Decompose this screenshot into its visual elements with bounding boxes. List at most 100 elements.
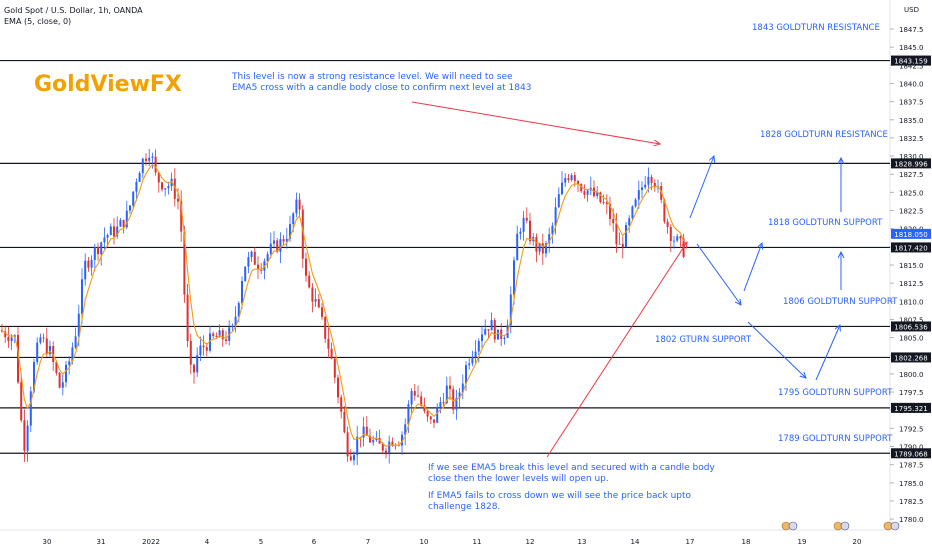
level-label-1843: 1843 GOLDTURN RESISTANCE xyxy=(752,23,880,33)
candle-body xyxy=(650,176,653,183)
candle-body xyxy=(164,188,167,190)
y-tick-label: 1830.0 xyxy=(899,153,924,161)
candle-body xyxy=(285,238,288,242)
y-tick-label: 1832.5 xyxy=(899,135,924,143)
candle-body xyxy=(65,364,67,383)
candle-body xyxy=(180,201,183,232)
candle-body xyxy=(266,254,269,262)
y-tick-label: 1835.0 xyxy=(899,117,924,125)
candle-body xyxy=(58,372,61,388)
candle-body xyxy=(330,348,333,359)
candle-body xyxy=(513,260,515,295)
candle-body xyxy=(554,207,557,226)
scenario-arrow xyxy=(689,156,714,219)
y-tick-label: 1800.0 xyxy=(899,371,924,379)
candle-body xyxy=(7,336,10,342)
candle-body xyxy=(663,199,666,222)
candle-body xyxy=(189,341,192,365)
candle-body xyxy=(599,192,602,203)
candle-body xyxy=(493,320,496,340)
ema-indicator-label[interactable]: EMA (5, close, 0) xyxy=(4,17,72,26)
x-tick-label: 31 xyxy=(97,538,106,546)
y-tick-label: 1785.0 xyxy=(899,480,924,488)
candle-body xyxy=(497,329,499,340)
x-tick-label: 7 xyxy=(366,538,370,546)
candle-body xyxy=(23,420,26,451)
candle-body xyxy=(17,334,19,383)
x-tick-label: 14 xyxy=(631,538,640,546)
event-flag-icon xyxy=(840,521,850,531)
candle-body xyxy=(340,397,343,412)
candle-body xyxy=(247,257,250,267)
candle-body xyxy=(205,347,208,351)
candle-body xyxy=(269,243,272,255)
brand-logo: GoldViewFX xyxy=(34,72,182,97)
candle-body xyxy=(36,342,39,363)
x-tick-label: 30 xyxy=(43,538,52,546)
candle-body xyxy=(519,231,522,234)
candle-body xyxy=(45,338,48,355)
candle-body xyxy=(445,385,448,404)
candle-body xyxy=(209,333,211,351)
candle-body xyxy=(52,345,55,363)
candle-body xyxy=(241,281,243,304)
y-tick-label: 1845.0 xyxy=(899,44,924,52)
candle-body xyxy=(669,226,672,241)
candle-body xyxy=(369,435,371,443)
x-tick-label: 2022 xyxy=(142,538,160,546)
level-label-1818: 1818 GOLDTURN SUPPORT xyxy=(768,218,883,228)
candle-body xyxy=(580,184,583,192)
candle-body xyxy=(423,405,426,412)
x-tick-label: 6 xyxy=(312,538,317,546)
candle-body xyxy=(119,219,122,227)
candle-body xyxy=(177,198,179,202)
candle-body xyxy=(413,391,416,396)
candle-body xyxy=(327,338,330,349)
candle-body xyxy=(61,382,64,388)
candle-body xyxy=(308,275,311,288)
candle-body xyxy=(551,225,554,235)
candle-body xyxy=(103,237,106,243)
candle-body xyxy=(509,294,512,326)
level-price-tag xyxy=(891,402,931,413)
candle-body xyxy=(407,404,410,425)
candle-body xyxy=(452,389,455,410)
candle-body xyxy=(343,411,346,433)
y-tick-label: 1810.0 xyxy=(899,298,924,306)
candle-body xyxy=(436,406,439,423)
candle-body xyxy=(484,329,487,335)
candle-body xyxy=(647,176,650,185)
candle-body xyxy=(474,351,477,357)
current-price-tag xyxy=(891,228,931,239)
candle-body xyxy=(193,364,195,373)
level-price-tag xyxy=(891,448,931,459)
candle-body xyxy=(234,316,237,326)
candle-body xyxy=(292,213,295,225)
candle-body xyxy=(583,191,586,195)
candle-body xyxy=(346,432,349,457)
candle-body xyxy=(39,337,42,343)
candle-body xyxy=(151,156,154,158)
candle-body xyxy=(660,185,663,200)
candle-body xyxy=(458,392,461,398)
event-flag-icon xyxy=(788,521,798,531)
candle-body xyxy=(244,266,247,282)
candle-body xyxy=(154,156,157,173)
candle-body xyxy=(100,242,103,254)
y-tick-label: 1792.5 xyxy=(899,425,924,433)
event-flag-icon xyxy=(890,521,900,531)
candle-body xyxy=(401,434,403,446)
y-tick-label: 1842.5 xyxy=(899,62,924,70)
candle-body xyxy=(183,231,186,295)
candle-body xyxy=(250,251,253,258)
candle-body xyxy=(673,240,675,242)
candle-body xyxy=(490,320,493,331)
candle-body xyxy=(122,219,125,228)
level-price-tag-text: 1817.420 xyxy=(894,244,927,252)
current-price-tag-text: 1818.050 xyxy=(894,231,927,239)
level-label-1828: 1828 GOLDTURN RESISTANCE xyxy=(760,130,888,140)
level-price-tag-text: 1802.268 xyxy=(894,354,927,362)
candle-body xyxy=(145,158,147,161)
candle-body xyxy=(317,299,320,308)
